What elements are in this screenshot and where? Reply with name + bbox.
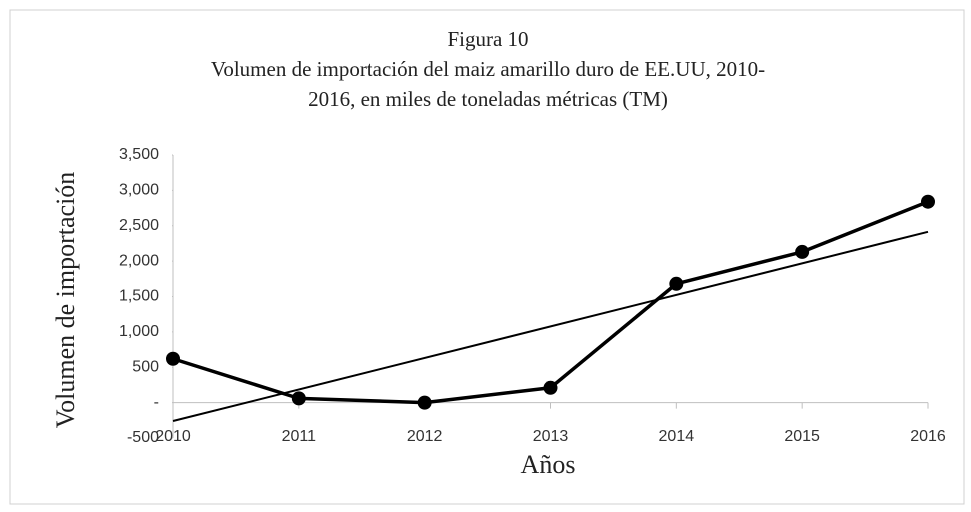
- x-tick-label: 2014: [659, 428, 695, 445]
- y-tick-label: 3,500: [119, 146, 159, 163]
- x-tick-label: 2012: [407, 428, 443, 445]
- data-point: [291, 391, 306, 406]
- x-axis-label: Años: [521, 450, 576, 479]
- x-tick-label: 2015: [784, 428, 820, 445]
- y-tick-label: 500: [132, 358, 159, 375]
- y-tick-label: 1,000: [119, 323, 159, 340]
- x-tick-label: 2010: [155, 428, 191, 445]
- trendline: [172, 230, 929, 422]
- data-point: [795, 244, 810, 259]
- chart-subtitle: 2016, en miles de toneladas métricas (TM…: [308, 87, 668, 111]
- y-axis-label: Volumen de importación: [51, 172, 80, 429]
- chart-title: Figura 10: [447, 27, 528, 51]
- x-tick-label: 2011: [282, 428, 317, 445]
- x-tick-label: 2016: [910, 428, 946, 445]
- y-tick-label: -500: [127, 429, 159, 446]
- y-tick-label: 1,500: [119, 288, 159, 305]
- data-point: [669, 276, 684, 291]
- y-tick-label: 2,500: [119, 217, 159, 234]
- x-tick-label: 2013: [533, 428, 569, 445]
- data-point: [417, 395, 432, 410]
- y-tick-label: 3,000: [119, 182, 159, 199]
- data-point: [543, 380, 558, 395]
- data-point: [166, 351, 180, 366]
- data-point: [921, 194, 935, 209]
- y-tick-label: 2,000: [119, 252, 159, 269]
- chart-subtitle: Volumen de importación del maiz amarillo…: [211, 57, 765, 81]
- y-tick-label: -: [154, 394, 159, 411]
